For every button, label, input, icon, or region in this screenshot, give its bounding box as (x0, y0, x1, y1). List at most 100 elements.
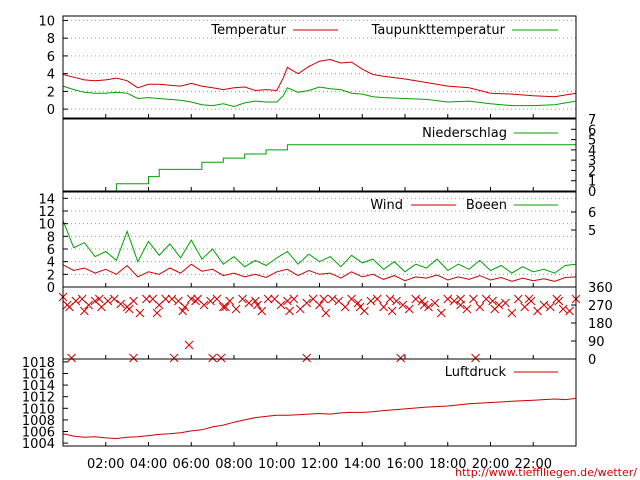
wind-direction-point-19 (180, 302, 190, 312)
wind-direction-point-51 (385, 294, 395, 304)
wind-direction-point-89 (253, 300, 262, 310)
ytick-label-4-1008: 1008 (22, 414, 55, 429)
wind-direction-point-67 (488, 296, 497, 306)
wind-direction-point-58 (430, 298, 440, 308)
ytick-right-label-3-0: 0 (588, 353, 596, 368)
legend-panel-3: Wind Boeen (370, 198, 558, 213)
ytick-label-0-8: 8 (47, 32, 55, 47)
xtick-label-06:00: 06:00 (173, 457, 210, 472)
wind-direction-point-28 (238, 294, 247, 304)
wind-direction-point-100 (67, 353, 76, 363)
ytick-label-2-6: 6 (47, 243, 55, 258)
wind-direction-point-45 (347, 294, 356, 304)
wind-direction-point-40 (315, 300, 324, 310)
wind-direction-point-23 (206, 296, 215, 306)
wind-direction-point-86 (178, 306, 188, 316)
ytick-right-label-1-0: 0 (588, 185, 596, 200)
frames-layer (62, 15, 577, 447)
ytick-right-label-2-5: 5 (588, 224, 596, 239)
wind-direction-point-71 (513, 294, 523, 304)
wind-direction-point-79 (565, 306, 574, 316)
wind-direction-point-66 (481, 294, 491, 304)
wind-direction-point-61 (449, 296, 459, 306)
ytick-right-label-2-6: 6 (588, 206, 596, 221)
wind-direction-point-24 (212, 294, 222, 304)
ytick-label-2-8: 8 (47, 230, 55, 245)
xtick-label-02:00: 02:00 (87, 457, 124, 472)
wind-direction-point-94 (419, 300, 429, 310)
wind-direction-point-106 (396, 353, 406, 363)
wind-direction-point-30 (251, 296, 260, 306)
legend-panel-5: Luftdruck (445, 365, 558, 380)
text-layer: 0246810012345670246810121456090180270360… (22, 14, 613, 472)
legend-panel-2: Niederschlag (422, 126, 558, 141)
wind-direction-point-81 (62, 300, 72, 310)
wind-direction-point-103 (208, 353, 217, 363)
wind-direction-point-78 (558, 304, 568, 314)
wind-direction-point-75 (539, 300, 549, 310)
wind-direction-point-29 (244, 298, 254, 308)
wind-direction-point-50 (379, 302, 388, 312)
wind-direction-point-11 (129, 296, 138, 306)
wind-direction-point-22 (199, 300, 209, 310)
wind-direction-point-35 (283, 296, 292, 306)
wind-direction-point-60 (443, 294, 453, 304)
ytick-label-2-14: 14 (38, 192, 55, 207)
wind-direction-point-82 (80, 306, 89, 316)
wind-direction-point-102 (169, 353, 179, 363)
xtick-label-12:00: 12:00 (301, 457, 338, 472)
wind-direction-point-87 (191, 296, 200, 306)
series-layer (58, 58, 581, 440)
wind-direction-point-41 (321, 308, 331, 318)
xtick-label-08:00: 08:00 (215, 457, 252, 472)
ytick-right-label-1-5: 5 (588, 134, 596, 149)
legend-luftdruck-label: Luftdruck (445, 365, 507, 380)
wind-direction-point-20 (186, 294, 196, 304)
series-line-0-temperatur (62, 58, 577, 98)
xtick-label-22:00: 22:00 (515, 457, 552, 472)
ytick-label-0-4: 4 (47, 68, 55, 83)
xtick-label-10:00: 10:00 (258, 457, 295, 472)
wind-direction-point-69 (501, 298, 510, 308)
wind-direction-point-42 (327, 294, 337, 304)
wind-direction-point-8 (109, 294, 119, 304)
wind-direction-point-17 (167, 294, 177, 304)
wind-direction-point-4 (84, 300, 94, 310)
ytick-label-2-0: 0 (47, 281, 55, 296)
ytick-label-2-2: 2 (47, 268, 55, 283)
wind-direction-point-93 (387, 306, 397, 316)
series-line-1-niederschlag (95, 144, 576, 192)
wind-direction-point-57 (424, 302, 433, 312)
ytick-label-0-0: 0 (47, 103, 55, 118)
wind-direction-point-12 (135, 308, 145, 318)
wind-direction-point-52 (392, 296, 401, 306)
wind-direction-point-76 (545, 302, 555, 312)
grid-layer (63, 19, 576, 288)
wind-direction-point-9 (116, 299, 126, 309)
ytick-right-label-1-1: 1 (588, 175, 596, 190)
ytick-label-4-1010: 1010 (22, 402, 55, 417)
wind-direction-point-53 (398, 300, 408, 310)
ytick-right-label-1-4: 4 (588, 144, 596, 159)
source-url-link[interactable]: http://www.tiefflliegen.de/wetter/ (455, 466, 637, 479)
legend-boeen-label: Boeen (466, 198, 507, 213)
series-line-0-taupunkttemperatur (62, 85, 577, 108)
wind-direction-point-48 (366, 296, 376, 306)
series-line-2-wind (62, 263, 577, 282)
ytick-label-0-10: 10 (38, 14, 55, 29)
wind-direction-point-7 (103, 296, 113, 306)
wind-direction-point-88 (221, 302, 230, 312)
ytick-right-label-3-270: 270 (588, 299, 613, 314)
panel-frame-3 (62, 286, 577, 360)
ytick-label-0-2: 2 (47, 85, 55, 100)
ytick-right-label-3-360: 360 (588, 281, 613, 296)
wind-direction-point-32 (263, 294, 273, 304)
ytick-label-4-1006: 1006 (22, 426, 55, 441)
wind-direction-point-31 (257, 306, 267, 316)
wind-direction-point-107 (471, 353, 480, 363)
ytick-right-label-1-2: 2 (588, 164, 596, 179)
series-line-2-boeen (62, 220, 577, 274)
xtick-label-16:00: 16:00 (386, 457, 423, 472)
wind-direction-point-98 (554, 296, 564, 306)
